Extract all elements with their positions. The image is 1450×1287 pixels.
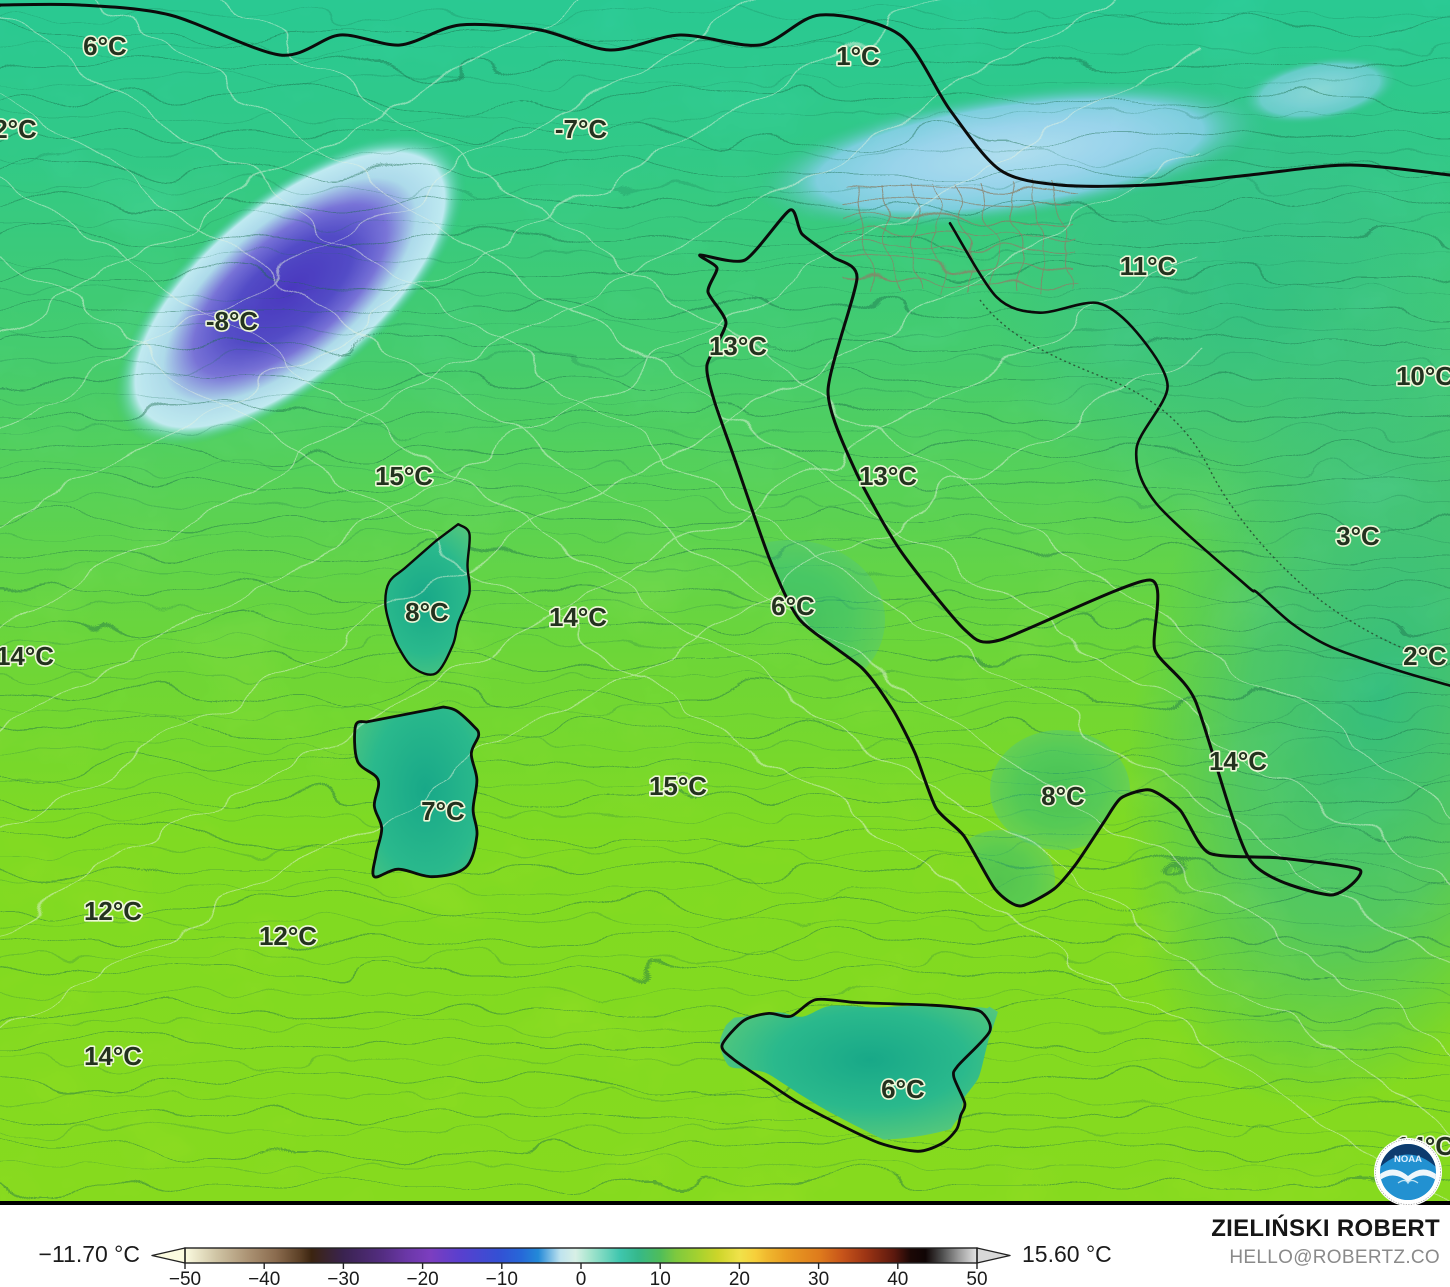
svg-text:14°C: 14°C (1209, 746, 1267, 776)
svg-text:7°C: 7°C (421, 796, 465, 826)
svg-text:−10: −10 (486, 1269, 518, 1287)
svg-text:50: 50 (966, 1269, 987, 1287)
svg-text:8°C: 8°C (405, 597, 449, 627)
svg-text:0: 0 (576, 1269, 587, 1287)
svg-text:11°C: 11°C (1120, 251, 1177, 281)
svg-text:NOAA: NOAA (1394, 1154, 1422, 1165)
svg-text:−50: −50 (169, 1269, 201, 1287)
svg-text:14°C: 14°C (549, 602, 607, 632)
svg-text:2°C: 2°C (1403, 641, 1447, 671)
svg-text:−40: −40 (248, 1269, 280, 1287)
svg-text:HELLO@ROBERTZ.CO: HELLO@ROBERTZ.CO (1229, 1247, 1440, 1268)
svg-text:-7°C: -7°C (555, 114, 608, 144)
svg-text:1°C: 1°C (836, 41, 880, 71)
svg-text:-8°C: -8°C (206, 306, 259, 336)
svg-text:10: 10 (650, 1269, 671, 1287)
svg-text:−30: −30 (327, 1269, 359, 1287)
svg-text:−11.70 °C: −11.70 °C (39, 1241, 140, 1267)
svg-text:ZIELIŃSKI ROBERT: ZIELIŃSKI ROBERT (1211, 1214, 1440, 1242)
svg-text:30: 30 (808, 1269, 829, 1287)
svg-text:−20: −20 (406, 1269, 438, 1287)
svg-text:10°C: 10°C (1396, 361, 1450, 391)
svg-text:15.60 °C: 15.60 °C (1022, 1241, 1112, 1267)
svg-text:14°C: 14°C (0, 641, 54, 671)
svg-text:12°C: 12°C (259, 921, 317, 951)
svg-text:13°C: 13°C (709, 331, 767, 361)
svg-text:14°C: 14°C (84, 1041, 142, 1071)
svg-text:8°C: 8°C (1041, 781, 1085, 811)
svg-text:15°C: 15°C (375, 461, 433, 491)
svg-text:6°C: 6°C (771, 591, 815, 621)
svg-text:3°C: 3°C (1336, 521, 1380, 551)
svg-text:15°C: 15°C (649, 771, 707, 801)
svg-text:20: 20 (729, 1269, 750, 1287)
svg-text:13°C: 13°C (859, 461, 917, 491)
svg-text:6°C: 6°C (881, 1074, 925, 1104)
svg-text:40: 40 (887, 1269, 908, 1287)
svg-text:12°C: 12°C (84, 896, 142, 926)
svg-text:2°C: 2°C (0, 114, 37, 144)
svg-text:6°C: 6°C (83, 31, 127, 61)
